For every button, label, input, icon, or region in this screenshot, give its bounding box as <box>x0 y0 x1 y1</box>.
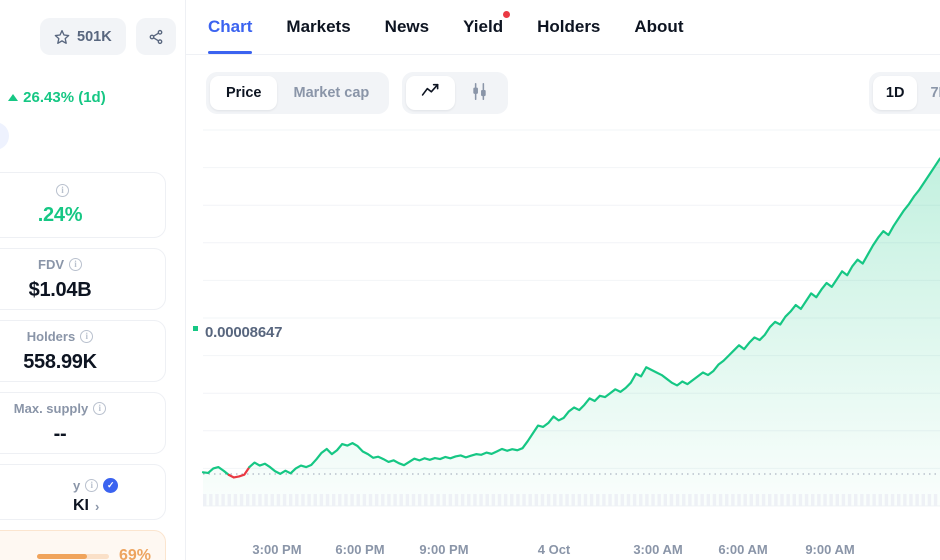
stat-card-contract: y i ✓ KI › <box>0 464 166 520</box>
tab-about[interactable]: About <box>634 0 683 54</box>
tab-yield[interactable]: Yield <box>463 0 511 54</box>
stat-card-holders: Holders i 558.99K <box>0 320 166 382</box>
line-chart-button[interactable] <box>406 76 455 110</box>
progress-track <box>36 553 109 559</box>
token-stats-sidebar: 501K ) 26.43% (1d) y? › <box>0 0 186 560</box>
tab-label: About <box>634 17 684 36</box>
x-axis-tick-label: 3:00 AM <box>633 542 683 557</box>
tab-label: Chart <box>208 17 253 36</box>
stat-value: $1.04B <box>28 278 92 301</box>
chart-area-fill <box>203 158 940 506</box>
x-axis-tick-label: 9:00 PM <box>419 542 469 557</box>
stat-label: i <box>51 183 69 197</box>
stat-value: -- <box>53 422 67 445</box>
watchlist-button[interactable]: 501K <box>40 18 126 55</box>
line-chart-icon <box>421 83 440 103</box>
chart-line-up <box>201 466 230 476</box>
tab-price[interactable]: Price <box>210 76 278 110</box>
stat-value: .24% <box>37 203 83 226</box>
x-axis-tick-label: 6:00 AM <box>718 542 768 557</box>
tab-label: News <box>384 17 430 36</box>
watchlist-count: 501K <box>77 28 112 45</box>
star-icon <box>54 29 70 45</box>
stat-label-text: y <box>73 478 81 493</box>
x-axis-tick-label: 6:00 PM <box>335 542 385 557</box>
notification-dot-icon <box>503 11 511 18</box>
progress-percent: 69% <box>118 547 151 560</box>
stat-label-text: Holders <box>26 328 76 344</box>
tab-chart[interactable]: Chart <box>208 0 253 54</box>
tab-markets[interactable]: Markets <box>286 0 350 54</box>
tab-label: Yield <box>463 17 504 36</box>
chart-line-down <box>227 466 251 479</box>
contract-value: KI <box>73 497 89 514</box>
tab-market-cap[interactable]: Market cap <box>293 85 370 101</box>
price-change-value: 26.43% (1d) <box>23 89 106 106</box>
price-change-badge: 26.43% (1d) <box>8 89 106 106</box>
candlestick-chart-icon <box>470 82 489 104</box>
stat-card-max-supply: Max. supply i -- <box>0 392 166 454</box>
price-marker-dot-icon <box>193 325 198 331</box>
contract-value-row[interactable]: KI › <box>0 497 165 515</box>
stat-card-percent: i .24% <box>0 172 166 238</box>
info-icon[interactable]: i <box>85 479 99 492</box>
chevron-right-icon: › <box>95 498 100 514</box>
tab-label: Markets <box>286 17 351 36</box>
chart-type-toggle <box>402 72 508 114</box>
metric-toggle: Price Market cap <box>206 72 390 114</box>
tab-holders[interactable]: Holders <box>537 0 600 54</box>
share-icon <box>148 29 164 45</box>
chart-line-up <box>248 157 940 475</box>
info-icon[interactable]: i <box>69 257 82 271</box>
range-1d[interactable]: 1D <box>872 76 918 110</box>
stat-label-text: FDV <box>38 256 64 272</box>
quiz-chip[interactable]: y? › <box>0 122 9 150</box>
reference-price-label: 0.00008647 <box>205 324 283 341</box>
stat-card-fdv: FDV i $1.04B <box>0 248 166 310</box>
stat-value: 558.99K <box>23 350 97 373</box>
stat-label: Holders i <box>26 328 94 344</box>
price-and-change: ) 26.43% (1d) <box>0 82 106 113</box>
stat-label: Max. supply i <box>13 400 107 416</box>
verified-badge-icon: ✓ <box>103 478 119 493</box>
tab-news[interactable]: News <box>385 0 429 54</box>
stat-label: FDV i <box>38 257 82 272</box>
info-icon[interactable]: i <box>56 183 69 197</box>
progress-fill <box>36 553 87 559</box>
info-icon[interactable]: i <box>93 401 107 415</box>
x-axis-tick-label: 4 Oct <box>537 542 571 557</box>
sidebar-action-buttons: 501K <box>40 18 176 55</box>
tab-label: Holders <box>537 17 601 36</box>
section-tabs: Chart Markets News Yield Holders About <box>186 0 940 55</box>
share-button[interactable] <box>135 18 176 55</box>
x-axis-tick-label: 9:00 AM <box>805 542 855 557</box>
volume-bars <box>203 494 938 506</box>
x-axis-tick-label: 3:00 PM <box>252 542 302 557</box>
stat-label-text: Max. supply <box>13 400 89 416</box>
chart-controls: Price Market cap <box>186 70 940 120</box>
x-axis-labels: 3:00 PM 6:00 PM 9:00 PM 4 Oct 3:00 AM 6:00 AM… <box>186 534 940 560</box>
range-7d[interactable]: 7D <box>930 85 940 101</box>
candlestick-chart-button[interactable] <box>455 76 504 110</box>
main-panel: Chart Markets News Yield Holders About Price … <box>186 0 940 560</box>
info-icon[interactable]: i <box>80 329 94 343</box>
current-price-marker: 0.00008647 <box>191 323 287 342</box>
time-range-toggle: 1D 7D <box>868 72 940 114</box>
contract-label-row: y i ✓ <box>0 478 165 493</box>
supply-progress-card: 69% <box>0 530 166 560</box>
price-chart[interactable]: 0.00008647 <box>186 128 940 528</box>
caret-up-icon <box>8 94 19 101</box>
